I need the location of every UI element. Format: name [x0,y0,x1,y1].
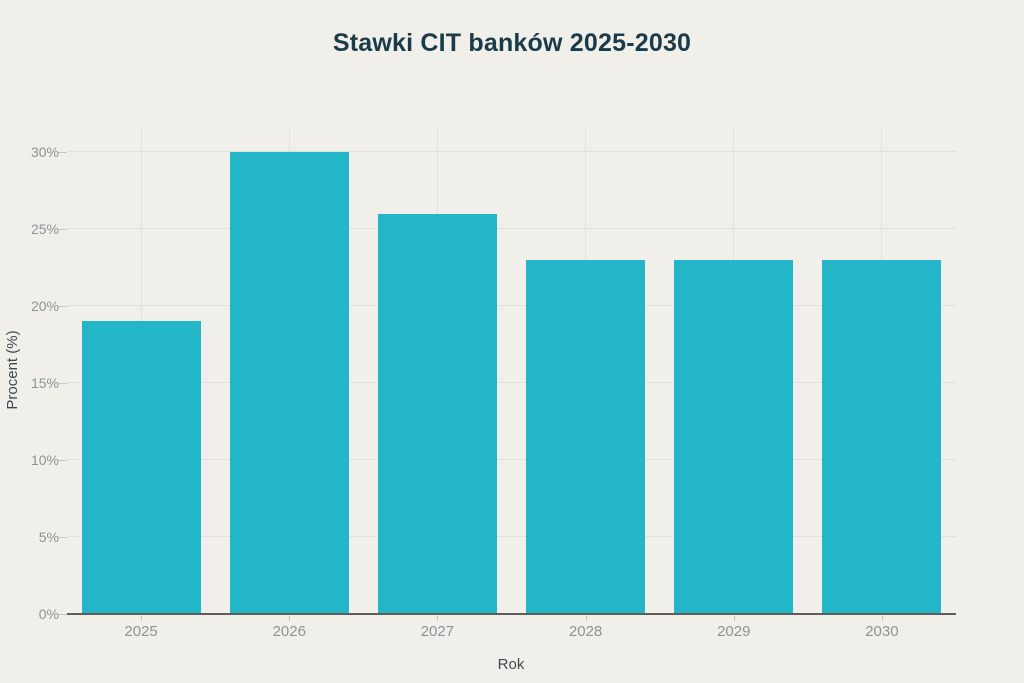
x-tick [881,616,883,621]
y-tick [58,229,67,230]
y-tick [58,537,67,538]
x-tick-label: 2025 [124,623,158,640]
plot-area [67,126,956,615]
y-tick-label: 30% [30,144,59,160]
y-tick [58,152,67,153]
x-tick-label: 2030 [865,623,899,640]
x-tick-label: 2026 [272,623,306,640]
x-tick [585,616,587,621]
x-tick [437,616,439,621]
y-tick [58,614,67,615]
gridline-h [67,305,956,306]
y-tick [58,383,67,384]
chart-title: Stawki CIT banków 2025-2030 [332,29,692,57]
y-tick [58,460,67,461]
x-tick-label: 2028 [568,623,603,640]
bar-2027 [377,213,497,614]
y-tick-label: 20% [30,298,59,314]
y-tick-label: 0% [38,606,59,622]
bar-2030 [822,259,942,614]
x-tick [141,616,143,621]
y-tick-label: 25% [30,221,59,237]
bar-2025 [81,321,201,614]
x-tick [733,616,735,621]
x-axis-label: Rok [497,656,525,673]
x-tick-label: 2027 [420,623,455,640]
gridline-h [67,459,956,460]
x-tick [289,616,291,621]
gridline-h [67,151,956,152]
y-tick-label: 10% [30,452,59,468]
bar-2029 [674,259,794,614]
y-tick-label: 5% [38,529,59,545]
y-tick [58,306,67,307]
gridline-h [67,228,956,229]
gridline-h [67,382,956,383]
bar-2028 [526,259,646,614]
x-axis-line [67,613,956,615]
y-tick-label: 15% [30,375,59,391]
x-tick-label: 2029 [717,623,751,640]
bar-2026 [229,152,349,614]
gridline-h [67,536,956,537]
